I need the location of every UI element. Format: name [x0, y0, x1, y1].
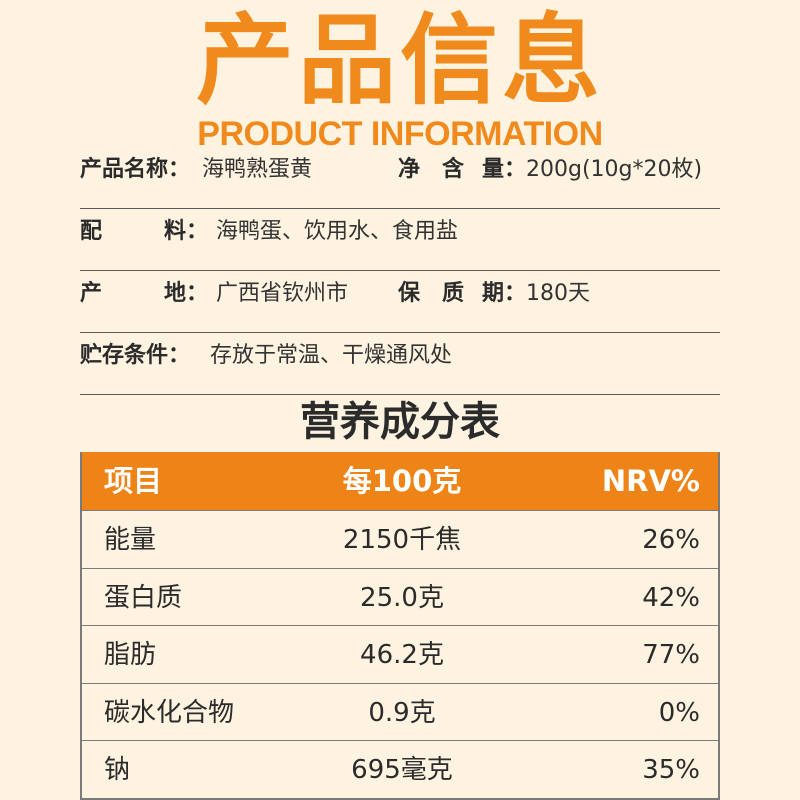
page-title: 产品信息: [195, 4, 604, 118]
table-row: 碳水化合物 0.9克 0%: [82, 682, 718, 741]
row-nrv: 77%: [642, 640, 700, 671]
ingredients-label-b: 料：: [164, 219, 209, 244]
product-name-value: 海鸭熟蛋黄: [202, 157, 313, 182]
origin-label-a: 产: [80, 281, 103, 306]
row-amount: 46.2克: [360, 640, 444, 671]
table-row: 能量 2150千焦 26%: [82, 510, 718, 568]
origin-value: 广西省钦州市: [216, 281, 349, 306]
row-item: 蛋白质: [104, 582, 183, 613]
table-row: 脂肪 46.2克 77%: [82, 625, 718, 683]
nutrition-table: 项目 每100克 NRV% 能量 2150千焦 26% 蛋白质 25.0克 42…: [80, 452, 720, 800]
table-header: 项目 每100克 NRV%: [82, 452, 718, 510]
row-nrv: 42%: [642, 582, 700, 613]
row-amount: 25.0克: [360, 582, 444, 613]
info-row-ingredients: 配 料： 海鸭蛋、饮用水、食用盐: [80, 208, 720, 271]
shelf-life-label-c: 期：: [482, 281, 527, 306]
net-content-label-a: 净: [398, 157, 421, 182]
storage-value: 存放于常温、干燥通风处: [210, 343, 453, 368]
origin-label-b: 地：: [164, 281, 209, 306]
net-content-value: 200g(10g*20枚): [526, 157, 703, 182]
shelf-life-label-b: 质: [442, 281, 465, 306]
header-nrv: NRV%: [601, 464, 700, 498]
shelf-life-value: 180天: [526, 281, 590, 306]
ingredients-value: 海鸭蛋、饮用水、食用盐: [216, 219, 459, 244]
info-row-name: 产品名称： 海鸭熟蛋黄 净 含 量： 200g(10g*20枚): [80, 146, 720, 209]
table-row: 钠 695毫克 35%: [82, 740, 718, 798]
product-name-label: 产品名称：: [80, 157, 191, 182]
row-item: 碳水化合物: [104, 697, 235, 728]
shelf-life-label-a: 保: [398, 281, 421, 306]
row-amount: 2150千焦: [342, 525, 462, 555]
header-item: 项目: [104, 464, 163, 498]
info-row-origin: 产 地： 广西省钦州市 保 质 期： 180天: [80, 270, 720, 333]
header-per-100g: 每100克: [342, 464, 462, 498]
row-amount: 695毫克: [351, 755, 453, 786]
row-nrv: 0%: [658, 697, 700, 728]
table-row: 蛋白质 25.0克 42%: [82, 567, 718, 626]
row-amount: 0.9克: [368, 697, 436, 728]
nutrition-title: 营养成分表: [300, 399, 500, 445]
row-nrv: 35%: [642, 755, 700, 786]
row-item: 钠: [104, 755, 131, 786]
row-item: 脂肪: [104, 640, 157, 671]
ingredients-label-a: 配: [80, 219, 103, 244]
net-content-label-c: 量：: [482, 157, 527, 182]
page-subtitle: PRODUCT INFORMATION: [197, 115, 603, 153]
info-row-storage: 贮存条件： 存放于常温、干燥通风处: [80, 332, 720, 395]
row-item: 能量: [104, 525, 157, 555]
net-content-label-b: 含: [442, 157, 465, 182]
storage-label: 贮存条件：: [80, 343, 191, 368]
row-nrv: 26%: [642, 525, 700, 555]
